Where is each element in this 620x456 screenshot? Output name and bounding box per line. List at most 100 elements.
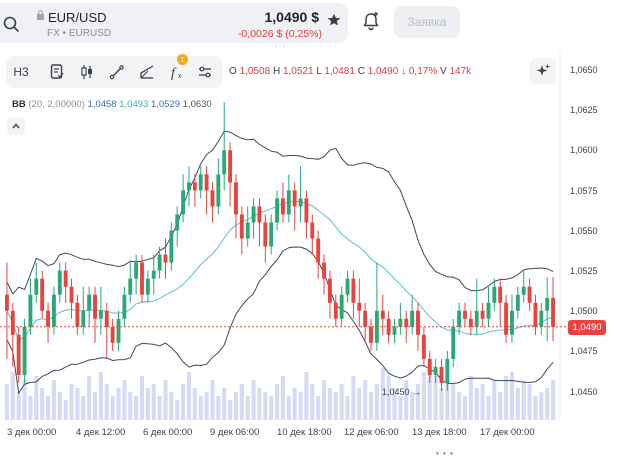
- bollinger-legend[interactable]: BB (20, 2,00000) 1,0458 1,0493 1,0529 1,…: [12, 99, 212, 110]
- ohlc-close-label: C: [357, 66, 365, 77]
- candle-body: [104, 310, 109, 327]
- volume-bar: [87, 376, 92, 420]
- volume-bar: [186, 372, 192, 420]
- volume-bar: [304, 372, 309, 420]
- volume-bar: [263, 392, 268, 420]
- candle-body: [551, 297, 556, 327]
- candle-body: [269, 222, 274, 247]
- candle-body: [234, 182, 238, 215]
- candle-body: [163, 254, 168, 263]
- trend-angle-icon: [140, 65, 154, 79]
- more-dots-icon[interactable]: • • •: [436, 449, 454, 456]
- volume-bar: [204, 392, 209, 420]
- collapse-legend-button[interactable]: [7, 117, 25, 135]
- candle-body: [175, 214, 180, 231]
- candle-body: [427, 358, 432, 375]
- last-price-tag: 1,0490: [568, 320, 606, 335]
- candle-body: [275, 198, 280, 223]
- price-tick-label: 1,0450: [570, 386, 598, 397]
- price-tick-label: 1,0625: [570, 105, 598, 116]
- candle-body: [322, 262, 326, 279]
- candle-body: [545, 297, 550, 311]
- volume-bar: [539, 392, 544, 420]
- document-chart-icon: [50, 64, 64, 79]
- star-icon[interactable]: [327, 13, 341, 27]
- volume-bar: [310, 384, 315, 420]
- time-tick-label: 4 дек 12:00: [76, 427, 126, 438]
- chart-type-button[interactable]: [76, 61, 98, 83]
- candle-body: [504, 302, 509, 335]
- volume-bar: [34, 376, 39, 420]
- volume-bar: [474, 388, 479, 420]
- ohlc-volume: 147k: [449, 66, 472, 77]
- volume-bar: [251, 380, 256, 420]
- candle-body: [404, 318, 409, 327]
- interval-button[interactable]: Н3: [10, 61, 32, 83]
- candle-body: [181, 190, 186, 215]
- candle-body: [210, 190, 215, 207]
- volume-bar: [16, 392, 21, 420]
- price-tick-label: 1,0525: [570, 266, 598, 276]
- time-tick-label: 17 дек 00:00: [480, 427, 535, 438]
- candle-body: [4, 294, 9, 311]
- volume-bar: [104, 384, 109, 420]
- candle-body: [410, 310, 415, 327]
- order-button[interactable]: Заявка: [394, 6, 460, 38]
- candle-body: [245, 222, 250, 239]
- volume-bar: [257, 388, 262, 420]
- candle-body: [81, 310, 86, 327]
- candle-body: [298, 198, 303, 207]
- indicators-button[interactable]: [46, 61, 68, 83]
- candle-body: [93, 294, 97, 319]
- candle-body: [187, 182, 191, 191]
- settings-button[interactable]: [194, 61, 216, 83]
- volume-bar: [316, 396, 321, 420]
- ohlc-open-label: O: [229, 66, 237, 77]
- candle-body: [433, 366, 438, 375]
- candle-body: [310, 222, 315, 239]
- time-tick-label: 10 дек 18:00: [277, 427, 332, 438]
- volume-bar: [427, 364, 432, 420]
- volume-bar: [239, 384, 244, 420]
- ohlc-low: 1,0481: [324, 66, 355, 77]
- volume-bar: [145, 388, 150, 420]
- chevron-up-icon: [12, 123, 20, 129]
- volume-bar: [345, 396, 350, 420]
- ohlc-close: 1,0490: [367, 66, 399, 77]
- lock-icon: [37, 10, 44, 20]
- sparkles-icon: [536, 64, 550, 76]
- search-icon[interactable]: [2, 15, 20, 33]
- drawing-tools-button[interactable]: [106, 61, 128, 83]
- indicator-last: 1,0630: [182, 99, 212, 110]
- volume-bar: [22, 380, 27, 420]
- price-tick-label: 1,0500: [570, 306, 598, 317]
- volume-bar: [404, 380, 409, 420]
- svg-text:f: f: [171, 66, 177, 80]
- volume-bar: [486, 396, 491, 420]
- volume-bar: [75, 388, 80, 420]
- candle-body: [304, 198, 309, 223]
- candle-body: [145, 278, 150, 295]
- candle-body: [251, 206, 256, 223]
- indicator-lower: 1,0458: [87, 99, 117, 110]
- candle-body: [198, 174, 203, 191]
- price-change: -0,0026 $ (0,25%): [237, 28, 322, 40]
- time-tick-label: 13 дек 18:00: [412, 427, 467, 438]
- candle-body: [339, 294, 344, 319]
- volume-bar: [280, 376, 285, 420]
- volume-bar: [110, 396, 115, 420]
- candle-body: [122, 294, 127, 319]
- trend-tools-button[interactable]: [136, 61, 158, 83]
- ai-assist-button[interactable]: [530, 58, 556, 84]
- candle-body: [363, 310, 368, 327]
- volume-bar: [468, 376, 473, 420]
- candles-icon: [81, 65, 92, 79]
- instrument-selector[interactable]: EUR/USD FX • EURUSD 1,0490 $ -0,0026 $ (…: [0, 3, 348, 43]
- bell-plus-icon[interactable]: [361, 10, 381, 32]
- candle-body: [439, 366, 444, 383]
- bollinger-upper-line: [6, 130, 554, 295]
- candle-body: [257, 206, 262, 223]
